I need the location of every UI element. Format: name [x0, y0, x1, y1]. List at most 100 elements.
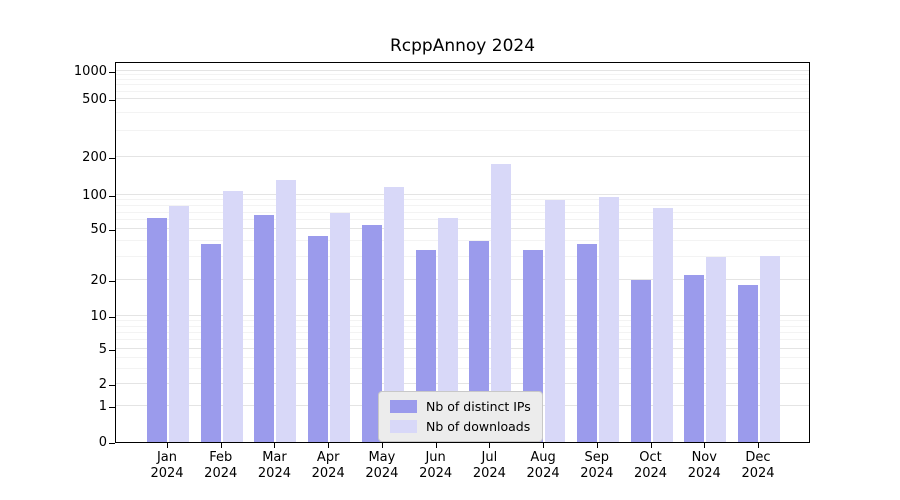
minor-gridline: [116, 320, 809, 322]
x-tick-mark: [704, 443, 706, 448]
bar-downloads-jan: [169, 205, 189, 442]
x-tick-mark: [596, 443, 598, 448]
minor-gridline: [116, 240, 809, 242]
x-tick-month: Dec: [745, 450, 771, 465]
x-tick-year: 2024: [150, 466, 184, 481]
y-tick-label: 200: [82, 150, 107, 165]
bar-distinct-ips-sep: [576, 244, 597, 442]
x-tick-mark: [543, 443, 545, 448]
x-tick-year: 2024: [365, 466, 399, 481]
y-tick-mark: [109, 72, 115, 73]
x-tick-month: Sep: [584, 450, 610, 465]
y-tick-label: 0: [98, 435, 107, 450]
bar-downloads-oct: [652, 208, 673, 442]
bar-downloads-feb: [222, 191, 243, 442]
y-tick-label: 5: [98, 342, 107, 357]
x-tick-month: Aug: [530, 450, 556, 465]
minor-gridline: [116, 199, 809, 201]
x-tick-year: 2024: [580, 466, 614, 481]
minor-gridline: [116, 325, 809, 327]
major-gridline: [116, 70, 809, 71]
x-tick-year: 2024: [419, 466, 453, 481]
x-tick-month: May: [368, 450, 396, 465]
x-tick-year: 2024: [257, 466, 291, 481]
bar-distinct-ips-mar: [254, 215, 275, 442]
bar-distinct-ips-dec: [738, 285, 758, 442]
legend-item-downloads: Nb of downloads: [390, 419, 531, 434]
minor-gridline: [116, 130, 809, 132]
major-gridline: [116, 383, 809, 384]
x-tick-month: Mar: [262, 450, 287, 465]
x-tick-mark: [758, 443, 759, 448]
bar-downloads-nov: [706, 257, 727, 442]
y-tick-mark: [109, 196, 115, 197]
y-tick-label: 100: [82, 188, 107, 203]
x-tick-year: 2024: [741, 466, 775, 481]
major-gridline: [116, 348, 809, 349]
x-tick-label: Apr 2024: [298, 450, 358, 482]
legend-label-downloads: Nb of downloads: [426, 419, 531, 434]
x-tick-label: May 2024: [352, 450, 412, 482]
minor-gridline: [116, 367, 809, 369]
x-tick-label: Feb 2024: [191, 450, 251, 482]
x-tick-month: Feb: [209, 450, 233, 465]
bar-distinct-ips-may: [361, 225, 382, 442]
minor-gridline: [116, 211, 809, 213]
y-tick-mark: [109, 350, 115, 351]
x-tick-year: 2024: [204, 466, 238, 481]
minor-gridline: [116, 356, 809, 358]
minor-gridline: [116, 74, 809, 76]
bar-distinct-ips-nov: [684, 274, 705, 442]
legend-swatch-distinct-ips: [390, 400, 417, 413]
y-tick-label: 50: [90, 222, 107, 237]
y-tick-mark: [109, 281, 115, 282]
x-tick-mark: [650, 443, 652, 448]
minor-gridline: [116, 79, 809, 81]
legend-swatch-downloads: [390, 420, 417, 433]
minor-gridline: [116, 84, 809, 86]
x-tick-year: 2024: [687, 466, 721, 481]
y-tick-mark: [109, 230, 115, 231]
x-tick-label: Mar 2024: [244, 450, 304, 482]
bar-downloads-jun: [437, 217, 458, 442]
major-gridline: [116, 98, 809, 99]
x-tick-label: Sep 2024: [567, 450, 627, 482]
y-tick-mark: [109, 317, 115, 318]
x-tick-month: Apr: [316, 450, 340, 465]
minor-gridline: [116, 219, 809, 221]
major-gridline: [116, 194, 809, 195]
x-tick-label: Jul 2024: [459, 450, 519, 482]
bar-downloads-mar: [276, 179, 297, 442]
bar-downloads-jul: [491, 164, 512, 442]
y-tick-label: 10: [90, 309, 107, 324]
y-tick-label: 1000: [73, 64, 107, 79]
minor-gridline: [116, 204, 809, 206]
x-tick-month: Jun: [425, 450, 446, 465]
y-tick-mark: [109, 407, 115, 408]
x-tick-year: 2024: [526, 466, 560, 481]
y-tick-mark: [109, 385, 115, 386]
minor-gridline: [116, 112, 809, 114]
x-tick-mark: [435, 443, 437, 448]
x-tick-mark: [220, 443, 222, 448]
y-tick-mark: [109, 443, 115, 444]
x-tick-mark: [167, 443, 168, 448]
x-tick-year: 2024: [633, 466, 668, 481]
y-tick-label: 500: [82, 92, 107, 107]
x-tick-label: Jun 2024: [406, 450, 466, 482]
x-tick-mark: [274, 443, 276, 448]
major-gridline: [116, 279, 809, 280]
bar-distinct-ips-oct: [630, 280, 651, 442]
bar-downloads-dec: [760, 255, 780, 442]
x-tick-label: Nov 2024: [674, 450, 734, 482]
bar-distinct-ips-apr: [308, 236, 329, 442]
x-tick-month: Jul: [481, 450, 498, 465]
bar-distinct-ips-feb: [200, 244, 221, 442]
x-tick-label: Aug 2024: [513, 450, 573, 482]
x-tick-label: Oct 2024: [621, 450, 681, 482]
minor-gridline: [116, 256, 809, 258]
x-tick-year: 2024: [472, 466, 506, 481]
bar-downloads-apr: [330, 212, 351, 442]
major-gridline: [116, 315, 809, 316]
